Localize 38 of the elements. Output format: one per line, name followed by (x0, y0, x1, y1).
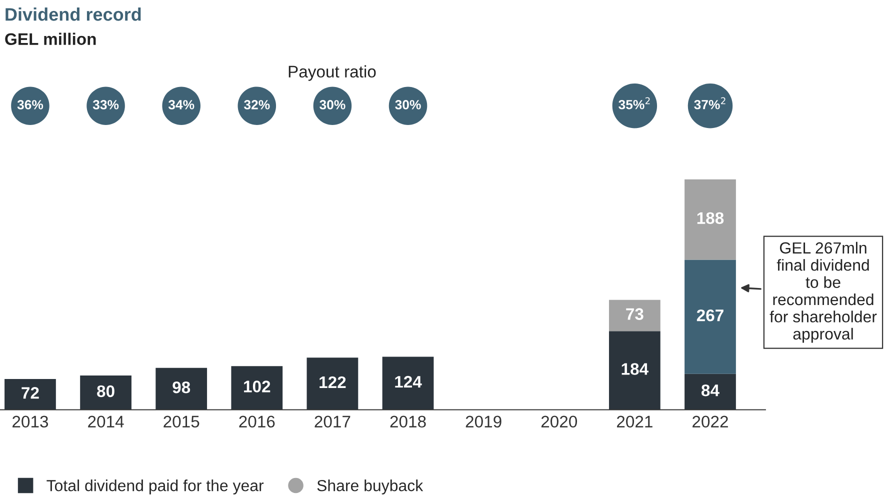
data-label: 267 (696, 309, 724, 322)
data-label: 184 (622, 363, 648, 375)
text: 30% (395, 100, 421, 110)
x-tick-label: 2016 (239, 416, 275, 428)
data-label: 188 (697, 212, 724, 224)
bar (684, 260, 736, 374)
data-label: 80 (97, 385, 114, 398)
data-label: 98 (172, 381, 190, 394)
x-tick-label: 2013 (12, 416, 48, 428)
data-label: 122 (320, 376, 346, 388)
text: 32% (244, 100, 270, 110)
data-label: 124 (395, 376, 422, 388)
x-tick-label: 2018 (390, 416, 426, 428)
bar (608, 300, 660, 332)
data-label: 84 (702, 384, 720, 396)
text: 33% (92, 100, 119, 110)
legend-label: Total dividend paid for the year (46, 480, 264, 494)
x-tick-label: 2020 (541, 416, 578, 428)
text: Payout ratio (288, 65, 376, 81)
legend-label: Share buyback (317, 480, 424, 494)
text: 36% (17, 100, 44, 110)
x-tick-label: 2017 (314, 416, 350, 428)
text: GEL 267mln final dividend to be recommended for shareholder approval (770, 242, 877, 343)
text: 34% (168, 100, 194, 110)
data-label: 102 (244, 380, 270, 392)
chart-subtitle: GEL million (5, 32, 96, 45)
data-label: 72 (22, 387, 39, 399)
x-tick-label: 2014 (88, 416, 124, 428)
x-tick-label: 2015 (164, 416, 200, 428)
chart-title: Dividend record (6, 8, 141, 21)
text: 35%$^{2}$ (618, 97, 650, 110)
text: 37%$^{2}$ (694, 97, 726, 110)
bar (684, 179, 736, 260)
text: 30% (320, 100, 346, 110)
x-tick-label: 2019 (466, 416, 502, 428)
x-tick-label: 2021 (616, 416, 652, 428)
data-label: 73 (626, 308, 644, 320)
x-tick-label: 2022 (692, 416, 728, 428)
